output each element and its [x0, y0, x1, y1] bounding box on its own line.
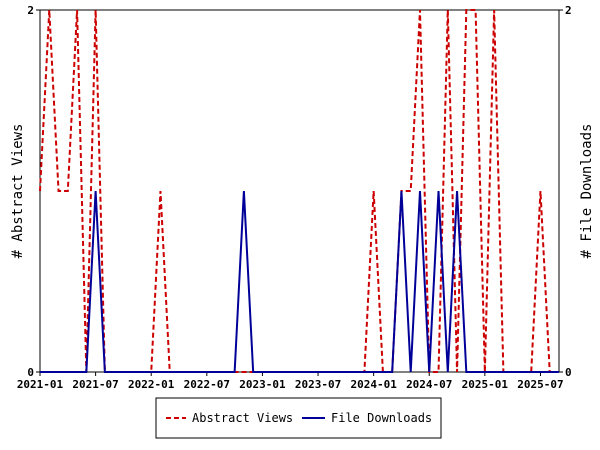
y-axis-title-right: # File Downloads: [579, 124, 595, 259]
x-tick-label: 2022-01: [128, 378, 175, 391]
legend-box: [155, 397, 442, 439]
y-tick-label-right: 2: [565, 4, 572, 17]
legend: Abstract Views File Downloads: [155, 397, 442, 439]
x-tick-label: 2025-07: [517, 378, 563, 391]
ticks-layer: 0 2 0 2 2021-01 2021-07 2022-01 2022-07 2023-01 2…: [17, 4, 572, 391]
x-tick-label: 2022-07: [184, 378, 230, 391]
x-tick-label: 2024-07: [406, 378, 452, 391]
y-axis-title-left: # Abstract Views: [10, 124, 26, 259]
plot-area: [39, 9, 560, 373]
x-tick-label: 2023-01: [239, 378, 286, 391]
y-tick-label-left: 0: [27, 366, 34, 379]
x-tick-label: 2025-01: [462, 378, 509, 391]
legend-label-file-downloads: File Downloads: [331, 411, 432, 425]
legend-label-abstract-views: Abstract Views: [192, 411, 293, 425]
y-tick-label-left: 2: [27, 4, 34, 17]
x-tick-label: 2023-07: [295, 378, 341, 391]
y-tick-label-right: 0: [565, 366, 572, 379]
series-layer: [39, 9, 560, 373]
x-tick-label: 2024-01: [350, 378, 397, 391]
x-tick-label: 2021-01: [17, 378, 64, 391]
plot-frame: [39, 9, 560, 373]
x-tick-label: 2021-07: [72, 378, 118, 391]
